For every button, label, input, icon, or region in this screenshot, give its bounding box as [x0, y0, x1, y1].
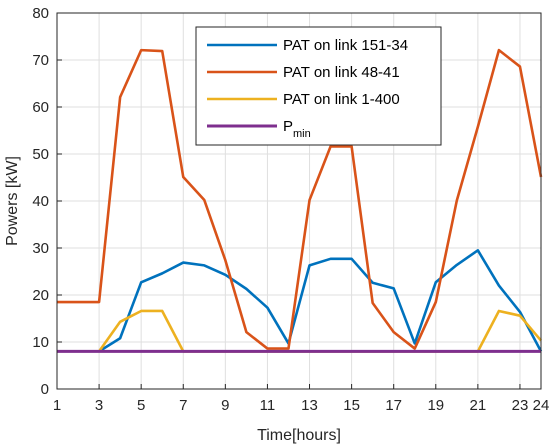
x-tick-label: 3	[95, 397, 103, 414]
y-tick-label: 50	[32, 146, 49, 163]
x-tick-label: 15	[343, 397, 360, 414]
series-line-3	[98, 309, 542, 353]
y-tick-label: 70	[32, 52, 49, 69]
legend: PAT on link 151-34 PAT on link 48-41 PAT o…	[195, 26, 442, 146]
y-axis-label: Powers [kW]	[4, 156, 21, 246]
legend-label: PAT on link 1-400	[283, 91, 400, 108]
x-tick-label: 9	[221, 397, 229, 414]
y-tick-label: 30	[32, 240, 49, 257]
x-tick-label: 17	[385, 397, 402, 414]
y-tick-label: 10	[32, 334, 49, 351]
y-tick-label: 80	[32, 5, 49, 22]
x-tick-label: 24	[533, 397, 550, 414]
x-tick-label: 13	[301, 397, 318, 414]
series-lines	[57, 48, 543, 353]
x-axis-label: Time[hours]	[257, 427, 341, 444]
x-tick-label: 23	[512, 397, 529, 414]
x-tick-label: 19	[427, 397, 444, 414]
series-line-1	[98, 249, 543, 353]
x-tick-label: 11	[260, 397, 276, 414]
legend-label: PAT on link 151-34	[283, 37, 408, 54]
x-tick-label: 7	[179, 397, 187, 414]
y-tick-label: 40	[32, 193, 49, 210]
x-tick-label: 21	[470, 397, 487, 414]
series-line-2	[57, 48, 543, 350]
y-tick-label: 0	[41, 381, 49, 398]
x-tick-label: 5	[137, 397, 145, 414]
y-tick-label: 60	[32, 99, 49, 116]
y-tick-label: 20	[32, 287, 49, 304]
legend-label: PAT on link 48-41	[283, 64, 400, 81]
x-tick-label: 1	[53, 397, 61, 414]
legend-label-subscript: min	[293, 128, 311, 140]
